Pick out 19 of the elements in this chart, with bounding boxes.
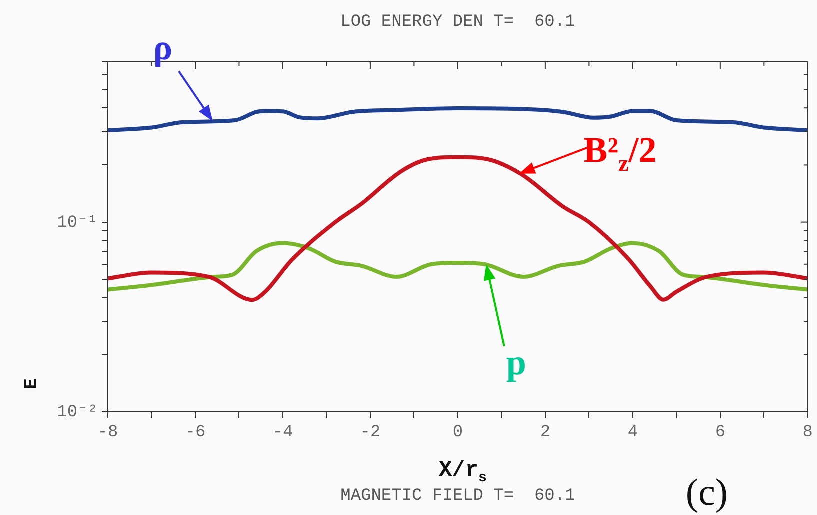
text: MAGNETIC FIELD T= 60.1 <box>340 487 576 506</box>
x-tick-label: -8 <box>98 424 118 443</box>
y-tick-label: 10⁻¹ <box>57 214 98 233</box>
annotation: p <box>506 342 526 382</box>
text: (c) <box>686 472 728 514</box>
x-tick-label: 2 <box>540 424 551 443</box>
y-tick-label: 10⁻² <box>57 404 98 422</box>
line-series <box>108 241 808 292</box>
x-tick-label: -2 <box>360 424 381 443</box>
x-tick-label: -4 <box>272 424 294 443</box>
annotation: ρ <box>153 27 173 68</box>
x-tick-label: 6 <box>715 424 726 443</box>
x-tick-label: 0 <box>452 424 464 443</box>
x-tick-label: -6 <box>185 424 206 443</box>
chart-title: LOG ENERGY DEN T= 60.1 <box>340 13 576 32</box>
x-tick-label: 4 <box>628 424 638 443</box>
line-series <box>108 106 808 132</box>
x-tick-label: 8 <box>802 424 813 443</box>
y-axis-title: E <box>22 378 42 390</box>
